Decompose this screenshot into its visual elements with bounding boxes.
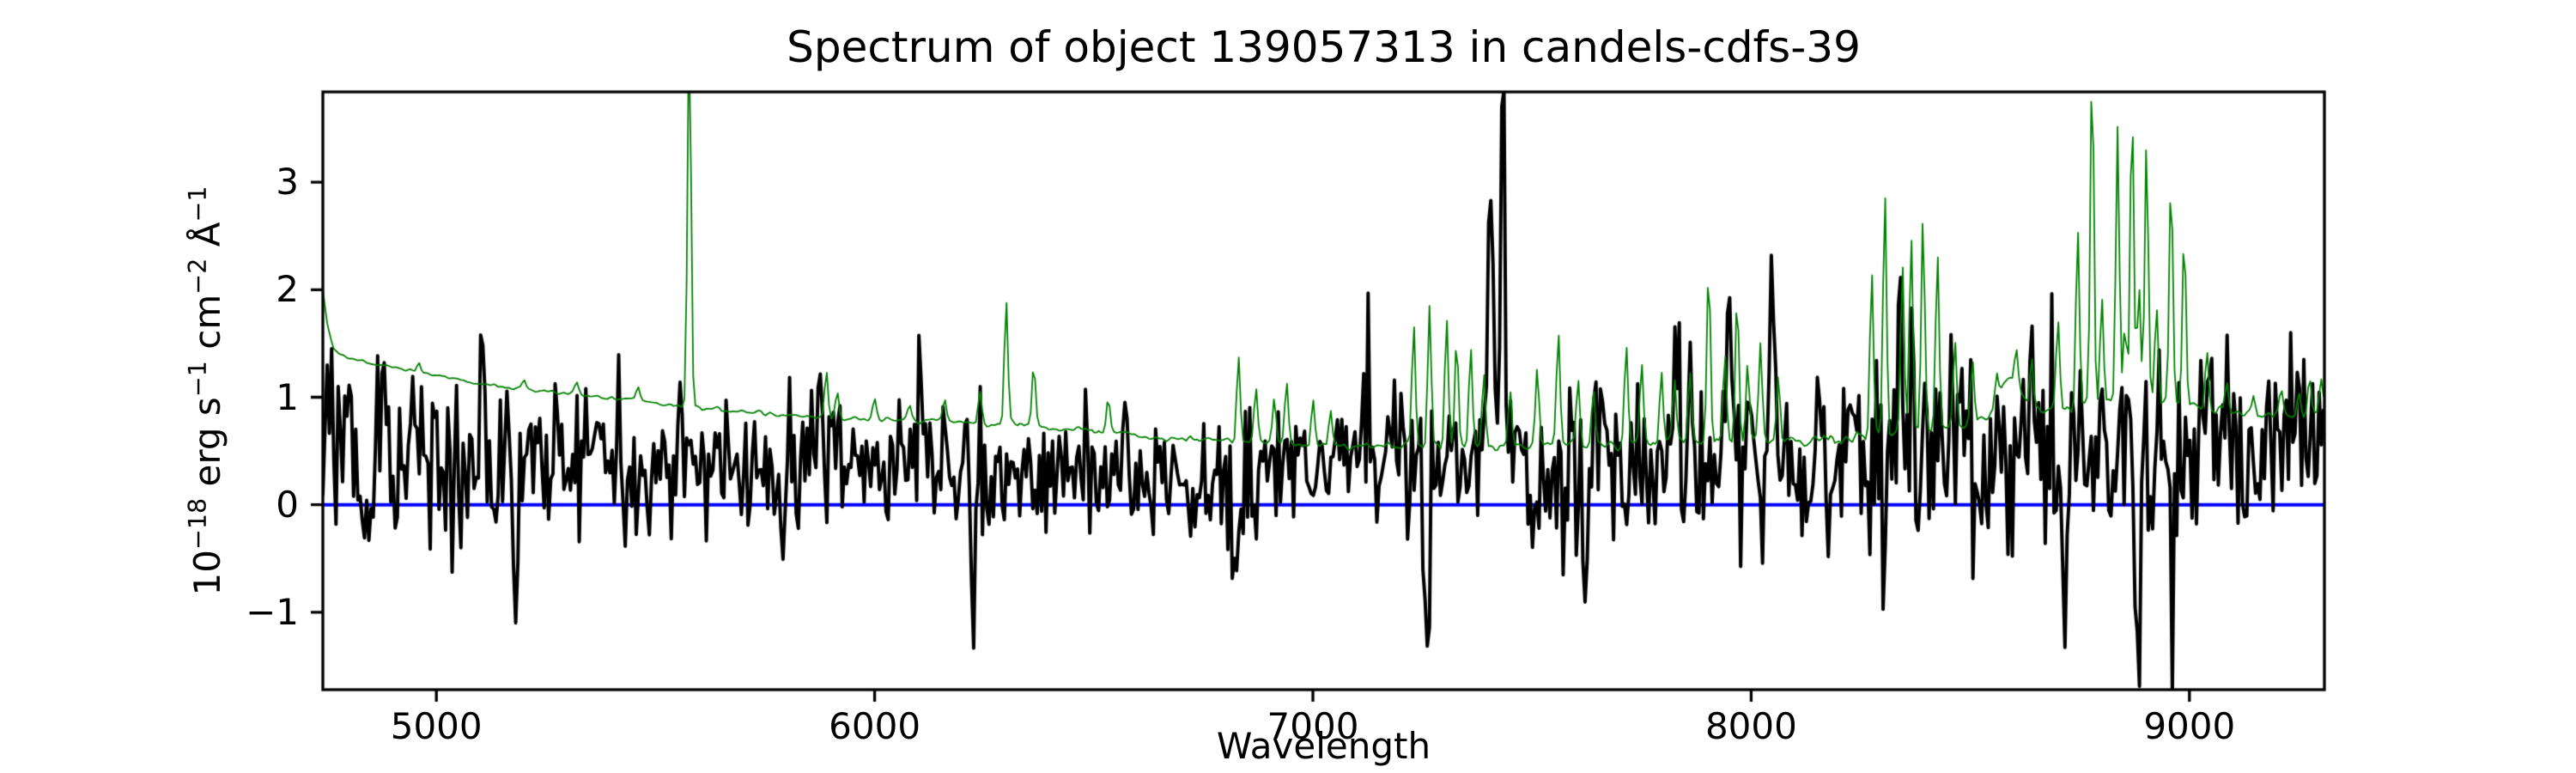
y-tick-label-0: 0 [276, 483, 299, 526]
y-tick-label--1: −1 [246, 590, 299, 633]
y-tick-label-3: 3 [276, 161, 299, 204]
x-tick-label-5000: 5000 [390, 705, 483, 747]
y-axis-label-superscript: −2 [183, 258, 213, 295]
x-tick-label-9000: 9000 [2143, 705, 2236, 747]
x-tick-label-6000: 6000 [829, 705, 921, 747]
y-axis-label-text: cm [185, 294, 228, 362]
x-axis-label: Wavelength [1216, 725, 1431, 767]
y-tick-label-1: 1 [276, 375, 299, 418]
x-tick-label-8000: 8000 [1704, 705, 1797, 747]
x-tick-label-7000: 7000 [1267, 705, 1359, 747]
y-axis-label-superscript: −18 [183, 497, 213, 551]
y-axis-label-text: Å [185, 222, 228, 259]
y-tick-label-2: 2 [276, 268, 299, 311]
y-axis-label-text: erg s [185, 397, 228, 498]
y-axis-label-superscript: −1 [183, 361, 213, 398]
chart-title: Spectrum of object 139057313 in candels-… [787, 22, 1861, 72]
y-axis-label-text: 10 [185, 550, 228, 596]
y-axis-label-superscript: −1 [183, 186, 213, 222]
y-axis-label: 10−18 erg s−1 cm−2 Å−1 [183, 186, 228, 596]
